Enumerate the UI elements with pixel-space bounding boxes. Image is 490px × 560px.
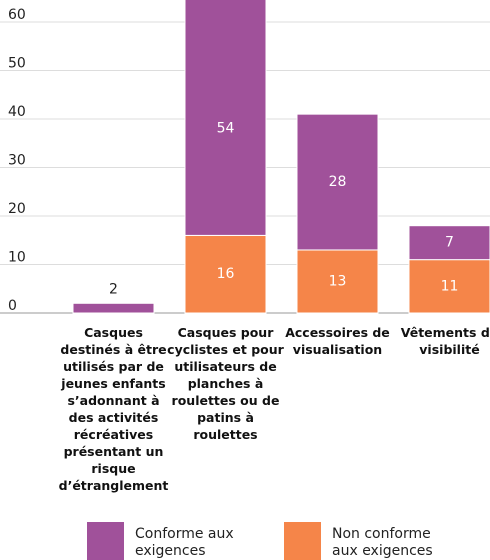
y-tick-label: 20 bbox=[8, 201, 26, 217]
data-label: 2 bbox=[109, 281, 118, 297]
legend-label: Conforme aux exigences bbox=[135, 526, 234, 559]
x-tick-label: Casques pour cyclistes et pour utilisate… bbox=[167, 325, 284, 442]
y-tick-label: 10 bbox=[8, 250, 26, 266]
legend-swatch bbox=[87, 522, 124, 560]
bar-segment bbox=[408, 259, 490, 314]
x-tick-label: Accessoires de visualisation bbox=[285, 325, 390, 357]
y-tick-label: 30 bbox=[8, 153, 26, 169]
x-tick-label: Casques destinés à être utilisés par de … bbox=[58, 325, 169, 493]
y-tick-label: 60 bbox=[8, 7, 26, 23]
data-label: 11 bbox=[441, 278, 459, 294]
bar-segment bbox=[296, 113, 379, 251]
data-label: 13 bbox=[329, 273, 347, 289]
legend-label: Non conforme aux exigences bbox=[332, 526, 433, 559]
bar-segment bbox=[72, 302, 155, 314]
x-tick-label: Vêtements de visibilité bbox=[400, 325, 490, 357]
bar-segment bbox=[184, 0, 267, 236]
data-label: 54 bbox=[217, 121, 235, 137]
legend-swatch bbox=[284, 522, 321, 560]
data-label: 7 bbox=[445, 235, 454, 251]
y-tick-label: 0 bbox=[8, 298, 17, 314]
bar-segment bbox=[296, 249, 379, 314]
bar-segment bbox=[408, 225, 490, 261]
y-tick-label: 50 bbox=[8, 56, 26, 72]
data-label: 16 bbox=[217, 266, 235, 282]
y-tick-label: 40 bbox=[8, 104, 26, 120]
data-label: 28 bbox=[329, 174, 347, 190]
